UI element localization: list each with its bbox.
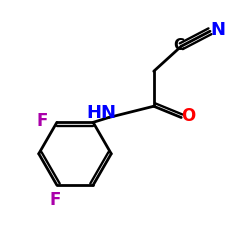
Text: C: C <box>174 38 185 52</box>
Text: N: N <box>210 21 226 39</box>
Text: F: F <box>37 112 48 130</box>
Text: F: F <box>49 191 60 209</box>
Text: O: O <box>182 107 196 125</box>
Text: HN: HN <box>87 104 117 122</box>
